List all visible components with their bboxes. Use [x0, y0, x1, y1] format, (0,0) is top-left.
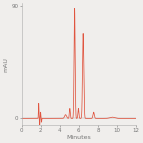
- X-axis label: Minutes: Minutes: [66, 135, 91, 140]
- Y-axis label: mAU: mAU: [3, 57, 8, 72]
